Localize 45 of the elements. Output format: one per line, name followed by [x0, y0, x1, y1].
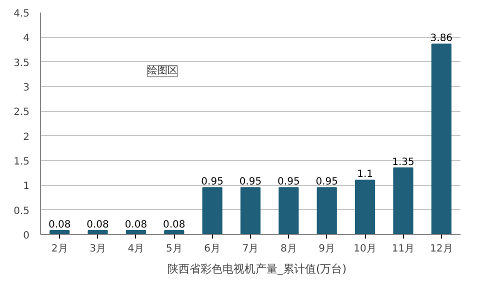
- data-label: 1.1: [357, 169, 373, 180]
- y-tick-label: 3.5: [14, 58, 30, 69]
- data-label: 0.95: [316, 176, 338, 188]
- x-tick-label: 2月: [51, 244, 68, 254]
- x-tick-label: 9月: [318, 244, 336, 254]
- text: 陕西省彩色电视机产量_累计值(万台): [167, 262, 347, 276]
- data-label: 1.35: [392, 156, 414, 168]
- x-tick-label: 6月: [204, 244, 221, 254]
- y-tick-label: 4: [23, 33, 30, 44]
- bar: [88, 230, 108, 234]
- bar: [202, 187, 222, 234]
- x-tick-label: 12月: [430, 244, 453, 254]
- x-tick-label: 5月: [166, 244, 182, 254]
- x-tick-label: 8月: [280, 244, 297, 254]
- y-tick-label: 0: [23, 230, 30, 242]
- data-label: 3.86: [430, 33, 453, 44]
- x-tick-label: 11月: [392, 244, 415, 254]
- bar: [164, 230, 184, 234]
- data-label: 0.95: [278, 176, 300, 188]
- y-tick-label: 2.5: [14, 107, 30, 118]
- x-tick-label: 10月: [354, 244, 376, 254]
- x-tick-label: 7月: [242, 244, 259, 254]
- x-tick-label: 3月: [90, 244, 106, 254]
- bar: [316, 187, 337, 234]
- y-tick-label: 1: [23, 181, 30, 192]
- bar: [355, 180, 376, 234]
- bar: [431, 44, 452, 234]
- y-tick-label: 0.5: [14, 206, 30, 217]
- data-label: 0.08: [48, 220, 71, 231]
- y-tick-label: 1.5: [14, 156, 30, 168]
- bar: [126, 230, 146, 234]
- bar: [278, 187, 299, 234]
- bar: [240, 187, 261, 234]
- bar: [393, 167, 414, 234]
- y-tick-label: 4.5: [14, 8, 30, 20]
- y-tick-label: 2: [23, 132, 30, 143]
- bar: [50, 230, 70, 234]
- data-label: 0.08: [163, 220, 186, 231]
- data-label: 0.08: [86, 220, 109, 231]
- annotation: 绘图区: [147, 64, 178, 77]
- y-tick-label: 3: [23, 82, 30, 94]
- data-label: 0.08: [124, 220, 148, 231]
- x-tick-label: 4月: [128, 244, 144, 254]
- data-label: 0.95: [239, 176, 262, 188]
- data-label: 0.95: [201, 176, 224, 188]
